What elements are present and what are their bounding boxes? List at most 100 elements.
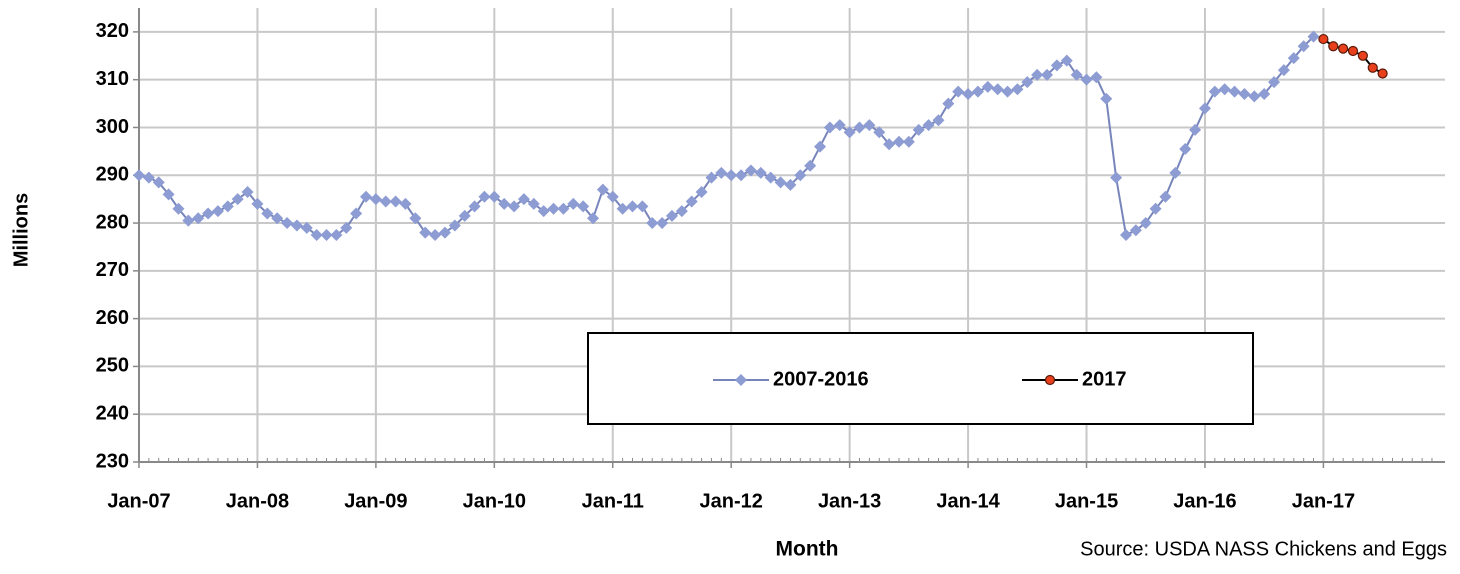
data-point <box>251 197 264 210</box>
data-point <box>1268 76 1281 89</box>
x-tick-label: Jan-10 <box>463 490 526 512</box>
data-point <box>290 219 303 232</box>
x-tick-label: Jan-09 <box>344 490 407 512</box>
data-point <box>1041 68 1054 81</box>
data-point <box>182 214 195 227</box>
data-point <box>468 200 481 213</box>
data-point <box>774 176 787 189</box>
data-point <box>626 200 639 213</box>
data-point <box>1258 88 1271 101</box>
data-point <box>1307 30 1320 43</box>
data-point <box>675 205 688 218</box>
x-tick-label: Jan-17 <box>1292 490 1355 512</box>
x-tick-label: Jan-15 <box>1055 490 1118 512</box>
data-point <box>1110 171 1123 184</box>
data-point <box>360 190 373 203</box>
data-point <box>438 226 451 239</box>
data-point <box>231 193 244 206</box>
data-point <box>991 83 1004 96</box>
data-point <box>557 202 570 215</box>
data-point <box>567 197 580 210</box>
legend-box <box>587 332 1254 425</box>
x-tick-label: Jan-07 <box>107 490 170 512</box>
data-point <box>1208 85 1221 98</box>
data-point <box>1129 224 1142 237</box>
data-point <box>478 190 491 203</box>
legend-label: 2007-2016 <box>773 368 869 390</box>
data-point <box>685 195 698 208</box>
data-point <box>1218 83 1231 96</box>
data-point <box>1338 43 1349 54</box>
data-point <box>192 212 205 225</box>
data-point <box>873 126 886 139</box>
data-point <box>330 229 343 241</box>
data-point <box>665 209 678 222</box>
data-point <box>369 193 382 206</box>
data-point <box>705 171 718 184</box>
data-point <box>281 217 294 230</box>
data-point <box>1287 52 1300 65</box>
x-tick-label: Jan-16 <box>1173 490 1236 512</box>
data-point <box>754 166 767 179</box>
data-point <box>172 202 185 215</box>
data-point <box>784 178 797 191</box>
data-point <box>646 217 659 230</box>
data-point <box>1189 123 1202 136</box>
data-point <box>221 200 234 213</box>
data-point <box>883 138 896 151</box>
data-point <box>1357 50 1368 61</box>
data-point <box>320 229 333 241</box>
data-point <box>409 212 422 225</box>
data-point <box>271 212 284 225</box>
x-tick-label: Jan-11 <box>582 490 644 512</box>
data-point <box>715 166 728 179</box>
data-point <box>1060 54 1073 67</box>
x-tick-label: Jan-08 <box>226 490 289 512</box>
legend-marker <box>1044 374 1056 386</box>
data-point <box>1080 73 1093 86</box>
data-point <box>1367 62 1378 73</box>
x-tick-label: Jan-14 <box>936 490 1000 512</box>
data-point <box>202 207 215 220</box>
data-point <box>1120 229 1132 241</box>
data-point <box>902 135 915 148</box>
data-point <box>892 135 905 148</box>
data-point <box>1021 76 1034 89</box>
legend-marker <box>735 374 747 386</box>
data-point <box>587 212 600 225</box>
data-point <box>606 190 619 203</box>
data-point <box>261 207 274 220</box>
data-point <box>547 202 560 215</box>
data-point <box>241 185 254 198</box>
data-point <box>636 200 649 213</box>
y-tick-label: 290 <box>96 164 129 186</box>
data-point <box>498 197 511 210</box>
data-point <box>596 183 609 196</box>
data-point <box>833 119 846 132</box>
data-point <box>853 121 866 134</box>
data-point <box>725 169 738 182</box>
data-point <box>458 209 471 222</box>
data-point <box>922 119 935 132</box>
data-point <box>656 217 669 230</box>
data-point <box>744 164 757 177</box>
data-point <box>942 97 955 110</box>
data-point <box>488 190 501 203</box>
y-tick-label: 230 <box>96 450 129 472</box>
data-point <box>823 121 836 134</box>
data-point <box>419 226 432 239</box>
data-point <box>1050 59 1063 72</box>
y-tick-label: 300 <box>96 116 129 138</box>
data-point <box>517 193 530 206</box>
series-line <box>138 35 1315 237</box>
y-tick-label: 270 <box>96 259 129 281</box>
data-point <box>1238 88 1251 101</box>
x-tick-label: Jan-13 <box>818 490 881 512</box>
data-point <box>389 195 402 208</box>
data-point <box>764 171 777 184</box>
data-point <box>310 229 323 241</box>
data-point <box>142 171 155 184</box>
data-point <box>1100 92 1113 105</box>
data-point <box>1248 90 1261 103</box>
